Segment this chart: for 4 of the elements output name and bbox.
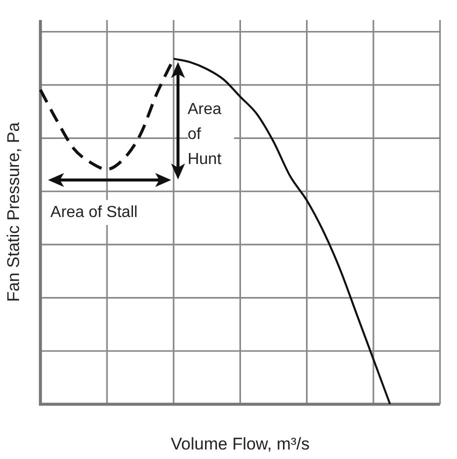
annotation: Area of Stall (50, 200, 138, 225)
x-axis-title: Volume Flow, m³/s (170, 434, 310, 454)
y-axis-title: Fan Static Pressure, Pa (4, 122, 23, 302)
annotation: Area of Hunt (188, 96, 234, 172)
